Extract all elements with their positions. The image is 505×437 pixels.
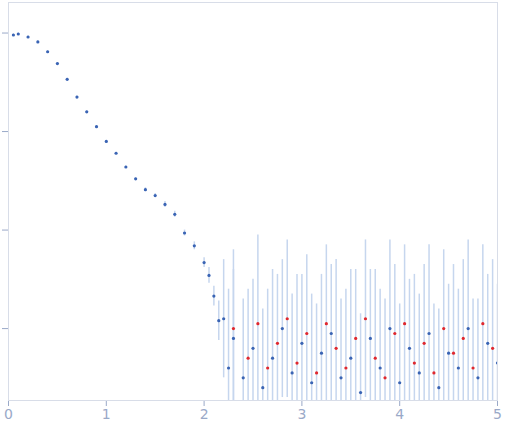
svg-text:0: 0 bbox=[4, 406, 13, 422]
svg-text:4: 4 bbox=[395, 406, 404, 422]
svg-text:5: 5 bbox=[493, 406, 502, 422]
svg-text:1: 1 bbox=[102, 406, 111, 422]
svg-text:3: 3 bbox=[297, 406, 306, 422]
svg-text:2: 2 bbox=[200, 406, 209, 422]
